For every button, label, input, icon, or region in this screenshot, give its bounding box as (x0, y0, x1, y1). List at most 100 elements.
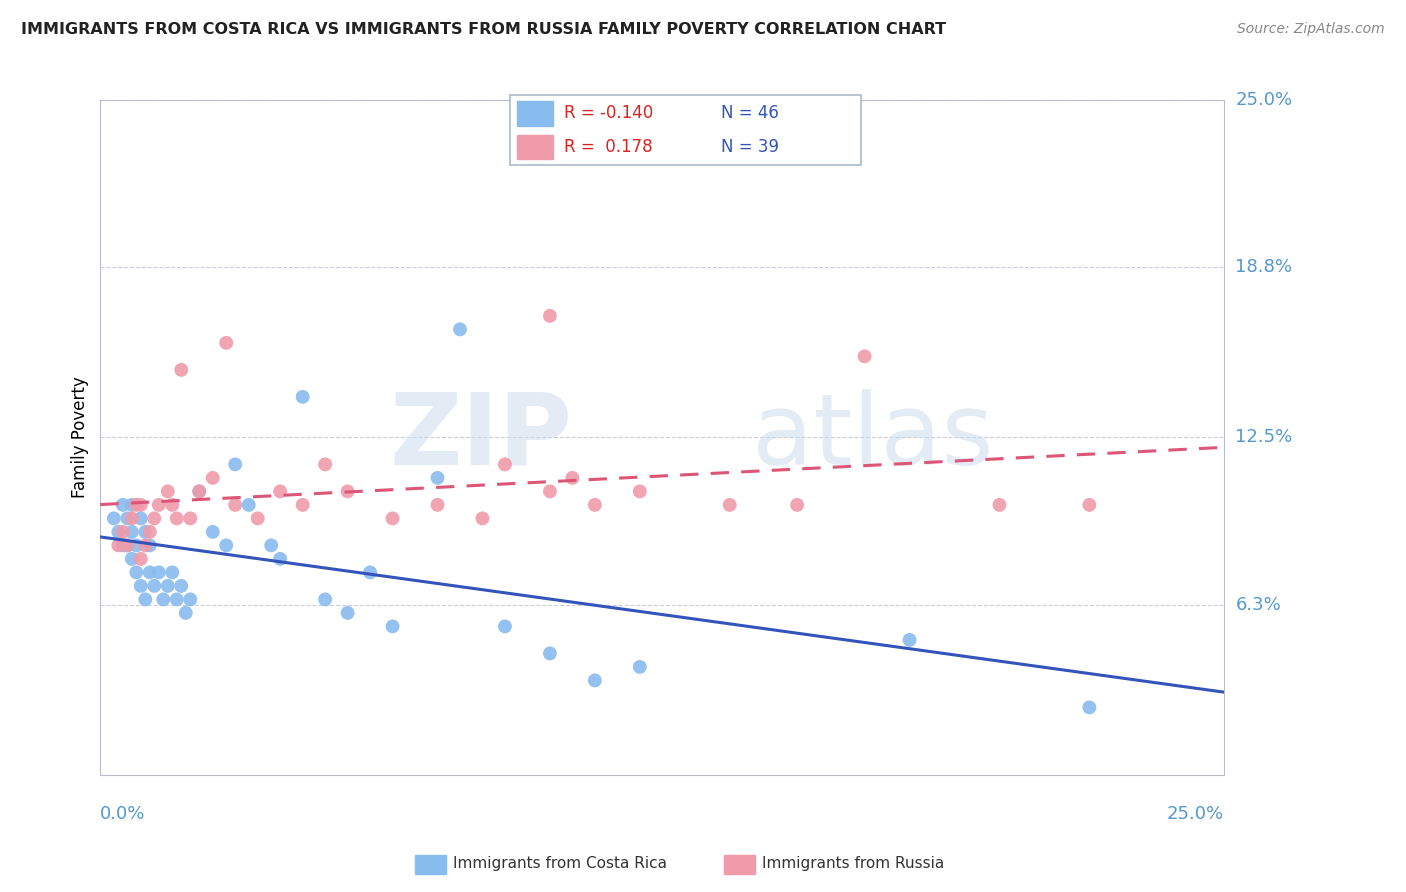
Point (561, 471, 583, 485)
Point (139, 566, 162, 580)
Point (494, 619, 516, 633)
Point (538, 309, 561, 323)
Point (291, 390, 314, 404)
Point (449, 322, 471, 336)
Point (381, 619, 404, 633)
Text: Immigrants from Russia: Immigrants from Russia (762, 856, 945, 871)
Point (111, 524, 134, 539)
Point (628, 660, 651, 674)
Point (129, 579, 152, 593)
Point (179, 511, 201, 525)
Point (381, 511, 404, 525)
Point (111, 538, 134, 552)
Point (117, 538, 139, 552)
Point (148, 498, 170, 512)
Point (156, 579, 179, 593)
Point (139, 538, 162, 552)
Point (125, 498, 148, 512)
Point (269, 484, 291, 499)
Point (107, 524, 129, 539)
Y-axis label: Family Poverty: Family Poverty (72, 376, 89, 499)
Point (336, 606, 359, 620)
Point (215, 538, 238, 552)
Text: 18.8%: 18.8% (1236, 259, 1292, 277)
Point (125, 566, 148, 580)
Text: 12.5%: 12.5% (1236, 428, 1292, 446)
Point (718, 498, 741, 512)
Point (583, 673, 606, 688)
Point (143, 511, 166, 525)
Point (224, 498, 246, 512)
Point (170, 579, 193, 593)
Point (188, 484, 211, 499)
Point (121, 524, 143, 539)
Point (201, 524, 224, 539)
Point (898, 632, 921, 647)
Point (471, 511, 494, 525)
Point (291, 498, 314, 512)
Point (156, 484, 179, 499)
Point (134, 538, 156, 552)
Point (121, 498, 143, 512)
Text: R = -0.140: R = -0.140 (564, 104, 652, 122)
Bar (517, 135, 553, 160)
Point (201, 471, 224, 485)
Point (129, 511, 152, 525)
Text: 25.0%: 25.0% (1167, 805, 1225, 823)
Text: Immigrants from Costa Rica: Immigrants from Costa Rica (453, 856, 666, 871)
Point (143, 579, 166, 593)
Point (121, 511, 143, 525)
Point (174, 606, 197, 620)
Point (117, 538, 139, 552)
Point (107, 538, 129, 552)
Point (134, 592, 156, 607)
Point (139, 524, 162, 539)
Point (224, 458, 246, 472)
Point (166, 511, 188, 525)
Text: N = 39: N = 39 (721, 138, 779, 156)
Point (238, 498, 260, 512)
Point (162, 566, 184, 580)
Point (103, 511, 125, 525)
Point (170, 363, 193, 377)
Point (583, 498, 606, 512)
Point (162, 498, 184, 512)
Point (628, 484, 651, 499)
Point (121, 552, 143, 566)
Point (246, 511, 269, 525)
Point (786, 498, 808, 512)
Point (1078, 498, 1101, 512)
Point (166, 592, 188, 607)
Point (359, 566, 381, 580)
Text: 25.0%: 25.0% (1236, 91, 1292, 109)
Point (269, 552, 291, 566)
Point (215, 335, 238, 350)
Point (314, 458, 336, 472)
Point (538, 647, 561, 661)
Bar (517, 101, 553, 126)
Text: atlas: atlas (752, 389, 994, 486)
Text: R =  0.178: R = 0.178 (564, 138, 652, 156)
Point (853, 350, 876, 364)
Point (426, 471, 449, 485)
Point (538, 484, 561, 499)
Point (494, 458, 516, 472)
Text: 6.3%: 6.3% (1236, 596, 1281, 614)
Point (148, 566, 170, 580)
Point (134, 524, 156, 539)
Point (129, 498, 152, 512)
Point (179, 592, 201, 607)
Point (426, 498, 449, 512)
Point (125, 538, 148, 552)
Point (111, 498, 134, 512)
Text: ZIP: ZIP (389, 389, 572, 486)
FancyBboxPatch shape (510, 95, 860, 165)
Text: Source: ZipAtlas.com: Source: ZipAtlas.com (1237, 22, 1385, 37)
Point (336, 484, 359, 499)
Point (988, 498, 1011, 512)
Point (1078, 700, 1101, 714)
Point (152, 592, 174, 607)
Text: N = 46: N = 46 (721, 104, 779, 122)
Point (129, 552, 152, 566)
Point (117, 511, 139, 525)
